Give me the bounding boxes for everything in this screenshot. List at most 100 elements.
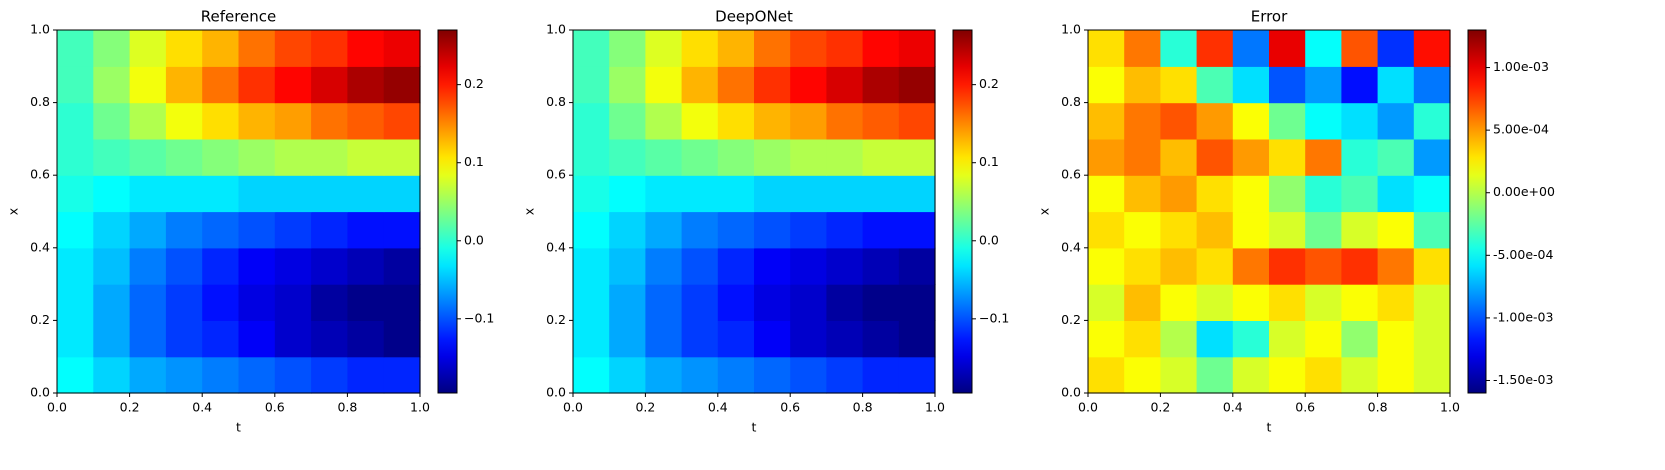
- heatmap-cell: [1341, 356, 1379, 394]
- x-tick-label: 1.0: [925, 400, 945, 415]
- heatmap-cell: [826, 30, 864, 67]
- heatmap-cell: [1124, 356, 1161, 394]
- heatmap-cell: [1196, 320, 1234, 358]
- heatmap-cell: [1196, 284, 1234, 321]
- y-tick-label: 1.0: [30, 22, 50, 37]
- heatmap-cell: [1269, 66, 1306, 104]
- heatmap-cell: [1124, 211, 1161, 249]
- heatmap-cell: [1232, 247, 1270, 285]
- heatmap-cell: [1160, 30, 1198, 67]
- heatmap-cell: [165, 66, 203, 104]
- heatmap-cell: [862, 284, 900, 321]
- heatmap-cell: [717, 175, 755, 213]
- heatmap-cell: [311, 102, 348, 140]
- heatmap-cell: [1269, 247, 1306, 285]
- colorbar-tick-label: -5.00e-04: [1493, 247, 1553, 262]
- x-tick-label: 0.8: [337, 400, 357, 415]
- heatmap-cell: [1088, 175, 1125, 213]
- heatmap-cell: [57, 138, 94, 176]
- heatmap-cell: [129, 211, 167, 249]
- heatmap-cell: [790, 30, 827, 67]
- heatmap-cell: [1305, 138, 1342, 176]
- heatmap-cell: [383, 356, 421, 394]
- heatmap-cell: [1160, 284, 1198, 321]
- heatmap-cell: [754, 284, 791, 321]
- heatmap-cell: [383, 66, 421, 104]
- heatmap-cell: [1196, 138, 1234, 176]
- heatmap-cell: [609, 102, 646, 140]
- heatmap-cell: [826, 284, 864, 321]
- heatmap-cell: [1160, 138, 1198, 176]
- heatmap-cell: [238, 30, 276, 67]
- heatmap-cell: [862, 138, 900, 176]
- heatmap-cell: [165, 30, 203, 67]
- heatmap-cell: [898, 175, 936, 213]
- y-tick-label: 0.6: [1061, 167, 1081, 182]
- heatmap-cell: [754, 175, 791, 213]
- heatmap-cell: [645, 138, 683, 176]
- y-axis-label: x: [1037, 208, 1052, 215]
- heatmap-cell: [717, 320, 755, 358]
- heatmap-cell: [862, 247, 900, 285]
- y-tick-label: 0.4: [1061, 239, 1081, 254]
- heatmap-cell: [862, 175, 900, 213]
- heatmap-cell: [826, 356, 864, 394]
- heatmap-cell: [609, 247, 646, 285]
- heatmap-cell: [165, 102, 203, 140]
- heatmap-cell: [274, 247, 312, 285]
- heatmap-cell: [202, 356, 240, 394]
- heatmap-cell: [1305, 30, 1342, 67]
- heatmap-cell: [898, 30, 936, 67]
- heatmap-cell: [609, 284, 646, 321]
- heatmap-cell: [862, 30, 900, 67]
- heatmap-cell: [1196, 102, 1234, 140]
- heatmap-cell: [1232, 320, 1270, 358]
- colorbar: [437, 29, 458, 394]
- heatmap-cell: [1377, 211, 1415, 249]
- heatmap-cell: [790, 66, 827, 104]
- colorbar-tick-label: −0.1: [464, 310, 494, 325]
- x-tick-label: 0.2: [1150, 400, 1170, 415]
- heatmap-cell: [311, 284, 348, 321]
- heatmap-cell: [238, 284, 276, 321]
- heatmap-cell: [57, 102, 94, 140]
- y-tick-label: 0.0: [30, 385, 50, 400]
- heatmap-cell: [1305, 247, 1342, 285]
- heatmap-cell: [238, 66, 276, 104]
- heatmap-cell: [1232, 211, 1270, 249]
- heatmap-cell: [1413, 320, 1451, 358]
- heatmap-cell: [717, 356, 755, 394]
- colorbar-tick-label: 5.00e-04: [1493, 122, 1549, 137]
- heatmap-cell: [238, 320, 276, 358]
- heatmap-cell: [274, 138, 312, 176]
- heatmap-cell: [383, 175, 421, 213]
- x-tick-label: 1.0: [410, 400, 430, 415]
- heatmap-cell: [681, 30, 719, 67]
- heatmap-cell: [1196, 247, 1234, 285]
- heatmap-cell: [1088, 211, 1125, 249]
- heatmap-cell: [1196, 175, 1234, 213]
- heatmap-cell: [573, 30, 610, 67]
- heatmap-cell: [238, 138, 276, 176]
- x-tick-label: 0.0: [563, 400, 583, 415]
- heatmap-cell: [165, 356, 203, 394]
- heatmap-cell: [383, 138, 421, 176]
- heatmap-cell: [1305, 356, 1342, 394]
- heatmap-cell: [1341, 247, 1379, 285]
- x-tick-label: 0.4: [192, 400, 212, 415]
- heatmap-cell: [717, 211, 755, 249]
- heatmap-cell: [57, 320, 94, 358]
- heatmap-cell: [1341, 30, 1379, 67]
- heatmap-cell: [1088, 66, 1125, 104]
- heatmap-cell: [645, 30, 683, 67]
- heatmap-cell: [754, 247, 791, 285]
- heatmap-cell: [274, 320, 312, 358]
- heatmap-cell: [383, 247, 421, 285]
- heatmap-cell: [1413, 284, 1451, 321]
- heatmap-cell: [645, 211, 683, 249]
- colorbar-tick-label: 0.2: [464, 76, 484, 91]
- heatmap-cell: [93, 356, 131, 394]
- heatmap-cell: [165, 247, 203, 285]
- heatmap-cell: [93, 102, 131, 140]
